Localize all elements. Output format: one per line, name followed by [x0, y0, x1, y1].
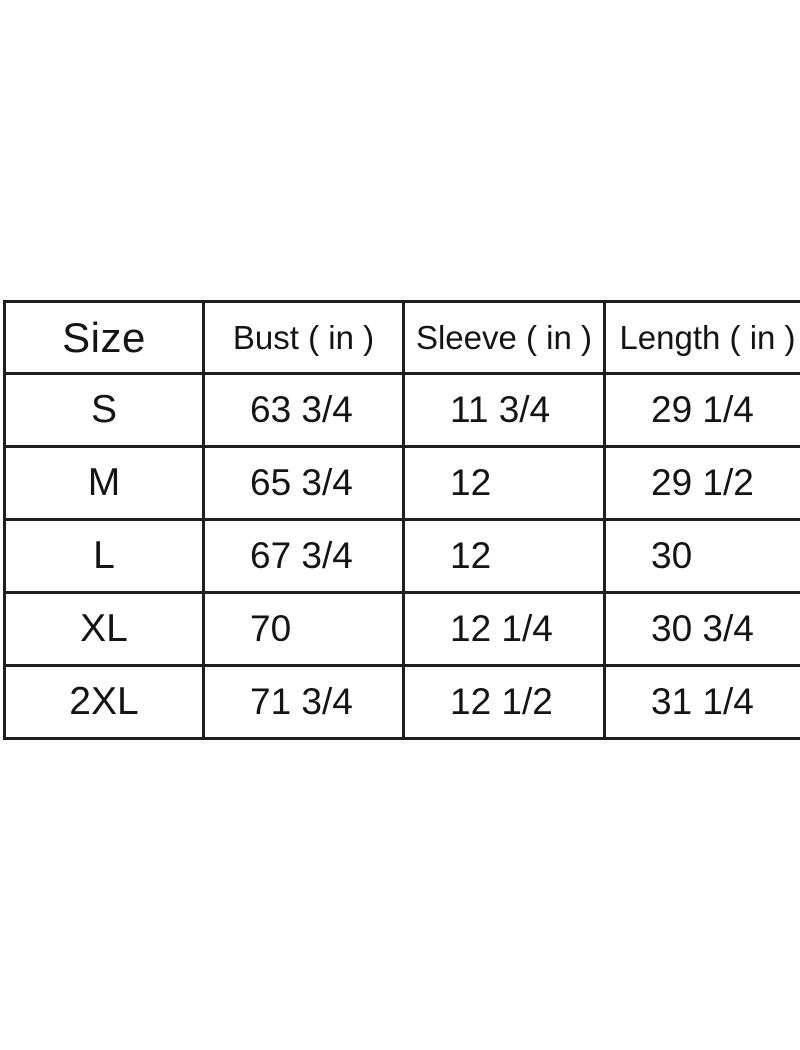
table-row-xl: XL 70 12 1/4 30 3/4 — [3, 591, 800, 667]
cell-length: 30 — [603, 518, 800, 594]
column-header-bust: Bust ( in ) — [202, 300, 405, 375]
cell-sleeve: 12 1/2 — [402, 664, 606, 740]
cell-size: 2XL — [3, 664, 205, 740]
table-row-l: L 67 3/4 12 30 — [3, 518, 800, 594]
table-row-s: S 63 3/4 11 3/4 29 1/4 — [3, 372, 800, 448]
cell-bust: 63 3/4 — [202, 372, 405, 448]
cell-size: L — [3, 518, 205, 594]
cell-bust: 67 3/4 — [202, 518, 405, 594]
table-row-m: M 65 3/4 12 29 1/2 — [3, 445, 800, 521]
cell-sleeve: 12 — [402, 518, 606, 594]
cell-sleeve: 12 — [402, 445, 606, 521]
cell-bust: 71 3/4 — [202, 664, 405, 740]
cell-size: M — [3, 445, 205, 521]
size-chart-table: Size Bust ( in ) Sleeve ( in ) Length ( … — [3, 300, 800, 740]
cell-length: 29 1/4 — [603, 372, 800, 448]
cell-length: 30 3/4 — [603, 591, 800, 667]
cell-bust: 70 — [202, 591, 405, 667]
header-row: Size Bust ( in ) Sleeve ( in ) Length ( … — [3, 300, 800, 375]
cell-bust: 65 3/4 — [202, 445, 405, 521]
cell-size: XL — [3, 591, 205, 667]
cell-sleeve: 12 1/4 — [402, 591, 606, 667]
cell-sleeve: 11 3/4 — [402, 372, 606, 448]
size-chart: Size Bust ( in ) Sleeve ( in ) Length ( … — [3, 300, 800, 740]
cell-length: 29 1/2 — [603, 445, 800, 521]
table-row-2xl: 2XL 71 3/4 12 1/2 31 1/4 — [3, 664, 800, 740]
column-header-length: Length ( in ) — [603, 300, 800, 375]
column-header-size: Size — [3, 300, 205, 375]
cell-length: 31 1/4 — [603, 664, 800, 740]
column-header-sleeve: Sleeve ( in ) — [402, 300, 606, 375]
cell-size: S — [3, 372, 205, 448]
